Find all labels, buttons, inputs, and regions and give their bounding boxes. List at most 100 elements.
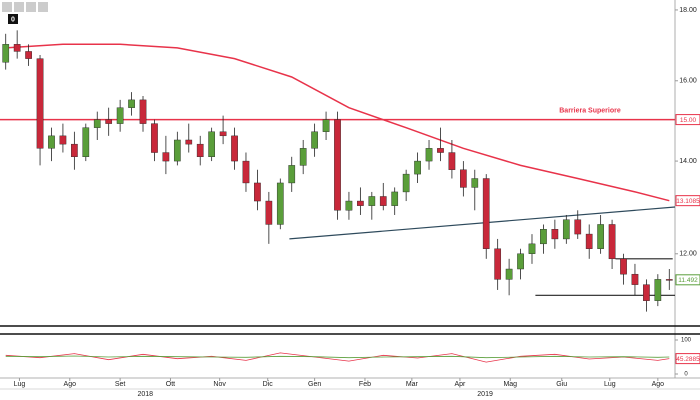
tool-add[interactable]	[2, 2, 12, 12]
candle-body	[139, 99, 147, 124]
x-tick-label: Lug	[604, 381, 616, 388]
badge	[8, 14, 18, 24]
candle-body	[528, 243, 536, 254]
candle-body	[551, 229, 559, 240]
candle-body	[196, 143, 204, 158]
candle-body	[562, 219, 570, 240]
candle-body	[93, 119, 101, 128]
candle-body	[608, 224, 616, 260]
candle-body	[665, 279, 673, 281]
indicator-line	[5, 355, 670, 359]
moving-average	[5, 43, 670, 202]
candle-body	[654, 279, 662, 301]
price-tag-label: 11.492	[678, 277, 698, 284]
toolbar: 0	[2, 2, 48, 24]
barrier-tag-label: 15.00	[680, 117, 697, 124]
candle-body	[288, 165, 296, 184]
x-tick-label: Mar	[406, 381, 419, 388]
candle-body	[36, 58, 44, 149]
candle-body	[631, 273, 639, 285]
candle-body	[71, 143, 78, 158]
x-tick-label: Gen	[308, 381, 321, 388]
candle-body	[448, 152, 456, 170]
candle-body	[25, 51, 32, 59]
indicator-tick-label: 100	[681, 338, 692, 344]
candle-body	[162, 152, 170, 162]
candle-body	[334, 119, 341, 211]
year-label: 2018	[138, 391, 154, 398]
candle-body	[517, 253, 524, 270]
candle-body	[460, 169, 467, 188]
candle-body	[357, 200, 364, 206]
x-tick-label: Dic	[263, 381, 274, 388]
x-tick-label: Ott	[166, 381, 175, 388]
candle-body	[13, 44, 21, 52]
candle-body	[402, 173, 410, 193]
candle-body	[482, 178, 490, 249]
candle-body	[82, 127, 90, 158]
candle-body	[414, 160, 421, 175]
candle-body	[345, 200, 353, 211]
candle-body	[574, 219, 582, 235]
candle-body	[585, 233, 593, 249]
candle-body	[59, 135, 67, 145]
indicator-tag-box	[675, 353, 700, 365]
candle-body	[540, 229, 547, 245]
candle-body	[494, 248, 502, 280]
candle-body	[505, 268, 513, 280]
tool-text[interactable]	[26, 2, 36, 12]
candle-body	[379, 196, 387, 206]
trendline	[289, 206, 676, 240]
candle-body	[185, 139, 193, 145]
indicator-line	[5, 352, 670, 363]
x-tick-label: Feb	[359, 381, 371, 388]
candle-body	[425, 148, 433, 162]
candle-body	[391, 191, 399, 206]
x-tick-label: Apr	[454, 381, 466, 388]
candle-body	[322, 119, 330, 132]
barrier-tag-box	[675, 114, 700, 126]
x-tick-label: Set	[115, 381, 126, 388]
candle-body	[620, 258, 627, 275]
candle-body	[254, 182, 261, 202]
candle-body	[105, 119, 113, 124]
candle-body	[128, 99, 135, 108]
candle-body	[231, 135, 238, 162]
candle-body	[116, 107, 124, 124]
y-tick-label: 16.00	[679, 78, 697, 85]
candle-body	[311, 131, 318, 149]
tool-draw[interactable]	[14, 2, 24, 12]
candle-body	[597, 224, 604, 249]
candle-body	[643, 284, 650, 301]
x-tick-label: Mag	[503, 381, 517, 388]
indicator-tag-label: 45.2885	[676, 356, 700, 363]
ma-tag-box	[675, 195, 700, 207]
candle-body	[437, 148, 444, 153]
tool-zoom[interactable]	[38, 2, 48, 12]
candle-body	[173, 139, 181, 162]
candle-body	[242, 160, 250, 184]
x-tick-label: Ago	[64, 381, 77, 388]
candle-body	[219, 131, 227, 137]
x-tick-label: Ago	[652, 381, 665, 388]
indicator-tick-label: 0	[684, 372, 688, 378]
candle-body	[151, 123, 158, 153]
year-label: 2019	[477, 391, 493, 398]
candle-body	[208, 131, 215, 158]
candle-body	[299, 148, 307, 166]
y-tick-label: 18.00	[679, 7, 697, 14]
y-tick-label: 12.00	[679, 251, 697, 258]
price-tag-box	[675, 274, 700, 286]
x-tick-label: Nov	[213, 381, 226, 388]
candle-body	[368, 196, 376, 206]
candle-body	[2, 44, 10, 63]
ma-tag-label: 13.1085	[676, 198, 700, 205]
candle-body	[265, 200, 273, 225]
barrier-name: Barriera Superiore	[559, 107, 621, 114]
candle-body	[48, 135, 55, 149]
x-tick-label: Giu	[556, 381, 567, 388]
candle-body	[471, 178, 479, 188]
candle-body	[276, 182, 284, 225]
